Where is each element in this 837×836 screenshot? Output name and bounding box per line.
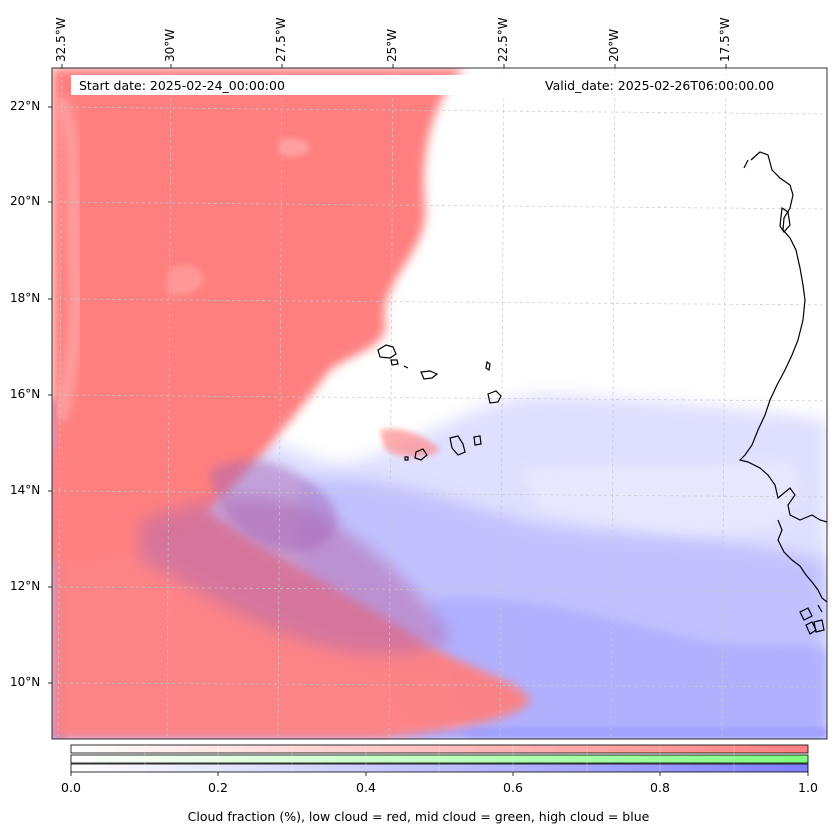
lon-label: 32.5°W xyxy=(54,17,68,62)
colorbar-tick-label: 0.6 xyxy=(503,780,523,795)
map-panel xyxy=(52,68,827,739)
west-africa-coast xyxy=(738,151,827,523)
low-cloud-field xyxy=(52,68,530,739)
lat-label: 12°N xyxy=(10,579,41,593)
lat-label: 18°N xyxy=(10,291,41,305)
lon-label: 20°W xyxy=(607,28,621,62)
lon-label: 25°W xyxy=(385,28,399,62)
gridlines xyxy=(52,68,827,739)
lat-label: 14°N xyxy=(10,483,41,497)
cape-verde-islands xyxy=(377,344,397,359)
lat-ticks xyxy=(48,106,52,684)
colorbar-tick-label: 0.4 xyxy=(356,780,376,795)
colorbar-ticks xyxy=(70,772,809,776)
colorbar-tick-label: 0.0 xyxy=(61,780,81,795)
info-banner xyxy=(71,75,809,95)
colorbar-divisions xyxy=(144,745,735,772)
lon-label: 27.5°W xyxy=(274,17,288,62)
map-frame xyxy=(51,67,828,740)
colorbar-band-low xyxy=(70,744,809,754)
lat-label: 22°N xyxy=(10,99,41,113)
lon-label: 17.5°W xyxy=(718,17,732,62)
colorbar-tick-label: 1.0 xyxy=(798,780,818,795)
lat-label: 10°N xyxy=(10,675,41,689)
lat-label: 20°N xyxy=(10,194,41,208)
coastline xyxy=(377,151,827,635)
lat-label: 16°N xyxy=(10,387,41,401)
lon-ticks xyxy=(61,64,727,68)
colorbar-tick-label: 0.8 xyxy=(650,780,670,795)
colorbar-band-mid xyxy=(70,754,809,764)
colorbar xyxy=(70,744,809,776)
guinea-coast xyxy=(777,519,827,603)
colorbar-caption: Cloud fraction (%), low cloud = red, mid… xyxy=(187,809,650,824)
start-date-label: Start date: 2025-02-24_00:00:00 xyxy=(79,78,285,93)
valid-date-label: Valid_date: 2025-02-26T06:00:00.00 xyxy=(545,78,775,93)
colorbar-band-high xyxy=(70,763,809,773)
lon-label: 30°W xyxy=(163,28,177,62)
lon-label: 22.5°W xyxy=(496,17,510,62)
colorbar-tick-label: 0.2 xyxy=(208,780,228,795)
